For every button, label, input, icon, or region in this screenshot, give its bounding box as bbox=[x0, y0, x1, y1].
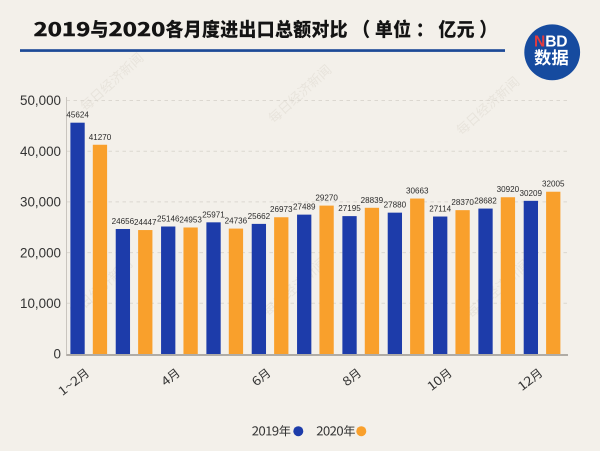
svg-text:25971: 25971 bbox=[202, 210, 225, 219]
svg-text:24447: 24447 bbox=[134, 218, 157, 227]
svg-text:27880: 27880 bbox=[384, 201, 407, 210]
svg-text:30920: 30920 bbox=[497, 185, 520, 194]
svg-text:30209: 30209 bbox=[520, 189, 543, 198]
svg-text:24953: 24953 bbox=[179, 216, 202, 225]
svg-text:32005: 32005 bbox=[542, 180, 565, 189]
svg-text:24736: 24736 bbox=[225, 217, 248, 226]
svg-text:30663: 30663 bbox=[406, 187, 429, 196]
svg-text:20,000: 20,000 bbox=[20, 245, 61, 260]
svg-text:10,000: 10,000 bbox=[20, 296, 61, 311]
svg-text:50,000: 50,000 bbox=[20, 93, 61, 108]
svg-text:N: N bbox=[534, 33, 545, 50]
svg-text:28370: 28370 bbox=[451, 198, 474, 207]
svg-text:30,000: 30,000 bbox=[20, 195, 61, 210]
svg-text:25146: 25146 bbox=[157, 215, 180, 224]
svg-text:24656: 24656 bbox=[112, 217, 135, 226]
svg-text:40,000: 40,000 bbox=[20, 144, 61, 159]
svg-text:45624: 45624 bbox=[66, 111, 89, 120]
svg-text:D: D bbox=[556, 33, 567, 50]
svg-text:26973: 26973 bbox=[270, 205, 293, 214]
svg-text:41270: 41270 bbox=[89, 133, 112, 142]
svg-text:28682: 28682 bbox=[474, 197, 497, 206]
svg-text:0: 0 bbox=[54, 347, 61, 362]
svg-text:B: B bbox=[545, 33, 556, 50]
svg-text:27195: 27195 bbox=[338, 204, 361, 213]
svg-text:27114: 27114 bbox=[429, 205, 451, 214]
svg-text:29270: 29270 bbox=[315, 194, 338, 203]
svg-text:25662: 25662 bbox=[248, 212, 271, 221]
svg-text:28839: 28839 bbox=[361, 196, 384, 205]
svg-text:27489: 27489 bbox=[293, 203, 316, 212]
